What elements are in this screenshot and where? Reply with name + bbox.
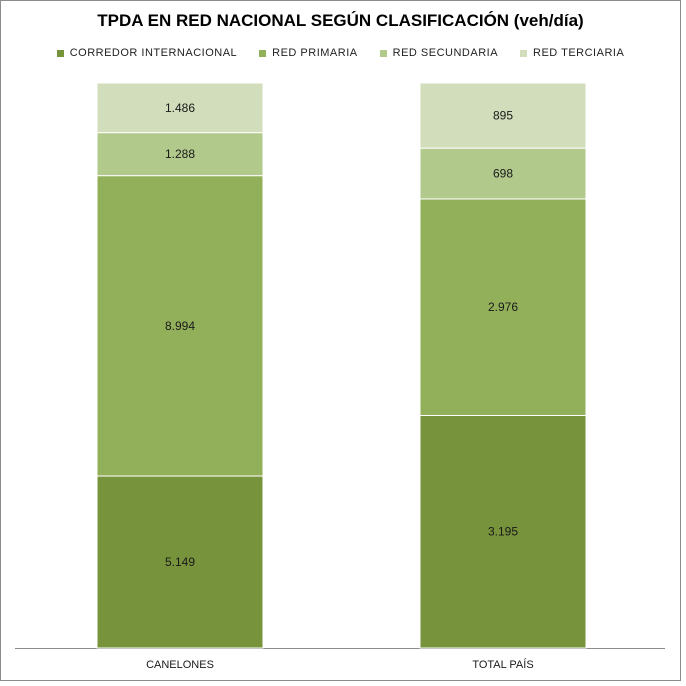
legend-label: CORREDOR INTERNACIONAL xyxy=(69,47,238,59)
bar-segment xyxy=(96,175,264,477)
category-label: CANELONES xyxy=(146,659,214,671)
legend-item-red-primaria: RED PRIMARIA xyxy=(259,47,357,59)
plot-area: 5.149 8.994 1.288 1.486 CANELONES 3.195 2.976 6… xyxy=(15,82,665,671)
chart-legend: CORREDOR INTERNACIONAL RED PRIMARIA RED … xyxy=(1,47,680,59)
chart-title: TPDA EN RED NACIONAL SEGÚN CLASIFICACIÓN… xyxy=(97,11,584,30)
category-label: TOTAL PAÍS xyxy=(472,658,533,671)
bar-segment xyxy=(419,198,587,416)
legend-swatch xyxy=(520,49,528,57)
bar-segment xyxy=(419,82,587,149)
bar-segment xyxy=(96,475,264,649)
data-label: 3.195 xyxy=(488,525,518,539)
legend-swatch xyxy=(56,49,64,57)
legend-label: RED SECUNDARIA xyxy=(392,47,499,59)
bar-segment xyxy=(419,147,587,200)
data-label: 698 xyxy=(493,167,513,181)
data-label: 5.149 xyxy=(165,555,195,569)
legend-item-corredor-internacional: CORREDOR INTERNACIONAL xyxy=(56,47,238,59)
bar-segment xyxy=(96,82,264,134)
legend-swatch xyxy=(379,49,387,57)
legend-label: RED TERCIARIA xyxy=(533,47,625,59)
data-label: 2.976 xyxy=(488,300,518,314)
bar-segment xyxy=(96,132,264,177)
data-label: 1.288 xyxy=(165,147,195,161)
legend-item-red-terciaria: RED TERCIARIA xyxy=(520,47,624,59)
data-label: 895 xyxy=(493,109,513,123)
legend-label: RED PRIMARIA xyxy=(272,47,358,59)
legend-swatch xyxy=(259,49,267,57)
bar-segment xyxy=(419,414,587,649)
legend-item-red-secundaria: RED SECUNDARIA xyxy=(379,47,499,59)
data-label: 1.486 xyxy=(165,101,195,115)
data-label: 8.994 xyxy=(165,319,195,333)
